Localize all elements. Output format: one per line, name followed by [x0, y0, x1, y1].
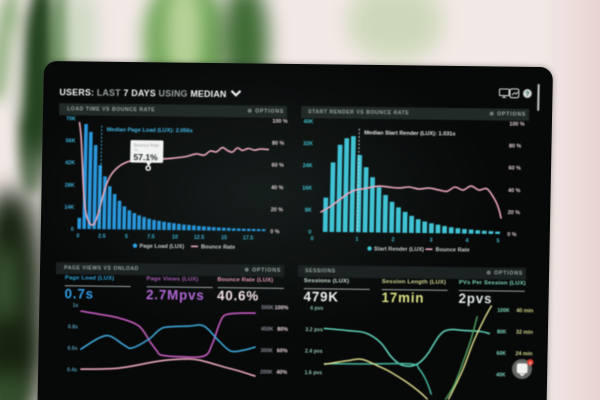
- svg-text:7.5: 7.5: [147, 234, 155, 240]
- svg-text:2.4 pvs: 2.4 pvs: [305, 349, 323, 355]
- svg-text:1.6 pvs: 1.6 pvs: [304, 370, 322, 376]
- svg-text:1: 1: [355, 237, 358, 243]
- svg-text:80%: 80%: [277, 327, 288, 333]
- svg-text:0.4s: 0.4s: [67, 367, 77, 373]
- svg-text:24 min: 24 min: [515, 351, 532, 357]
- svg-text:40 %: 40 %: [508, 188, 521, 194]
- svg-text:Bounce Rate: Bounce Rate: [134, 142, 160, 147]
- svg-text:12.5: 12.5: [194, 235, 205, 241]
- svg-text:40K: 40K: [496, 372, 506, 378]
- svg-text:100 %: 100 %: [509, 122, 525, 128]
- svg-text:Bounce Rate: Bounce Rate: [435, 247, 469, 253]
- svg-text:32 min: 32 min: [516, 330, 533, 336]
- svg-text:Median Page Load (LUX): 2.056s: Median Page Load (LUX): 2.056s: [107, 127, 193, 134]
- svg-text:20 %: 20 %: [271, 207, 284, 213]
- svg-text:40 min: 40 min: [516, 308, 533, 314]
- svg-text:40%: 40%: [276, 370, 287, 376]
- svg-text:2: 2: [529, 360, 532, 365]
- svg-text:0: 0: [308, 230, 311, 236]
- svg-text:0.6s: 0.6s: [67, 346, 77, 352]
- svg-text:60 %: 60 %: [272, 163, 285, 169]
- svg-text:24K: 24K: [303, 163, 313, 169]
- svg-text:200K: 200K: [260, 370, 273, 376]
- svg-text:3: 3: [430, 238, 433, 244]
- svg-text:80K: 80K: [497, 329, 507, 335]
- svg-text:16K: 16K: [302, 185, 312, 191]
- svg-text:32K: 32K: [303, 141, 313, 147]
- svg-text:57.1%: 57.1%: [133, 152, 158, 162]
- svg-text:14K: 14K: [64, 205, 74, 211]
- svg-text:450K: 450K: [261, 327, 274, 333]
- svg-text:15: 15: [221, 235, 227, 241]
- svg-text:0: 0: [76, 233, 79, 239]
- svg-text:20 %: 20 %: [508, 210, 521, 216]
- svg-text:28K: 28K: [65, 183, 75, 189]
- svg-text:Start Render (LUX): Start Render (LUX): [374, 247, 424, 254]
- svg-text:56K: 56K: [66, 138, 76, 144]
- svg-text:100 %: 100 %: [272, 119, 288, 125]
- svg-text:7s: 7s: [134, 148, 139, 153]
- svg-text:10: 10: [172, 235, 178, 241]
- svg-text:Bounce Rate: Bounce Rate: [201, 245, 235, 251]
- svg-text:500K: 500K: [261, 305, 274, 311]
- svg-text:1s: 1s: [73, 303, 79, 309]
- svg-text:4 pvs: 4 pvs: [310, 306, 323, 312]
- svg-text:80 %: 80 %: [272, 141, 285, 147]
- svg-text:2.5: 2.5: [98, 234, 106, 240]
- svg-text:4: 4: [466, 238, 469, 244]
- svg-text:2: 2: [391, 237, 394, 243]
- svg-text:0 %: 0 %: [507, 232, 517, 238]
- svg-text:3.2 pvs: 3.2 pvs: [305, 327, 323, 333]
- svg-text:0.8s: 0.8s: [68, 324, 78, 330]
- svg-text:8K: 8K: [305, 208, 312, 214]
- svg-text:100%: 100%: [275, 305, 289, 311]
- svg-text:70K: 70K: [66, 116, 76, 122]
- svg-text:100K: 100K: [497, 308, 510, 314]
- svg-text:Page Load (LUX): Page Load (LUX): [139, 244, 184, 251]
- svg-text:5: 5: [125, 234, 128, 240]
- svg-text:80 %: 80 %: [509, 144, 522, 150]
- svg-text:Median Start Render (LUX): 1.0: Median Start Render (LUX): 1.031s: [364, 130, 455, 137]
- svg-text:300K: 300K: [260, 348, 273, 354]
- svg-text:5: 5: [497, 238, 500, 244]
- svg-text:60 %: 60 %: [509, 166, 522, 172]
- svg-text:17.5: 17.5: [243, 235, 254, 241]
- svg-text:0: 0: [71, 227, 74, 233]
- svg-text:40K: 40K: [303, 119, 313, 125]
- svg-text:0 %: 0 %: [270, 229, 280, 235]
- svg-text:?: ?: [525, 91, 529, 98]
- svg-text:60%: 60%: [277, 348, 288, 354]
- svg-text:0: 0: [310, 236, 313, 242]
- svg-text:40 %: 40 %: [271, 185, 284, 191]
- svg-text:42K: 42K: [65, 160, 75, 166]
- svg-text:60K: 60K: [496, 351, 506, 357]
